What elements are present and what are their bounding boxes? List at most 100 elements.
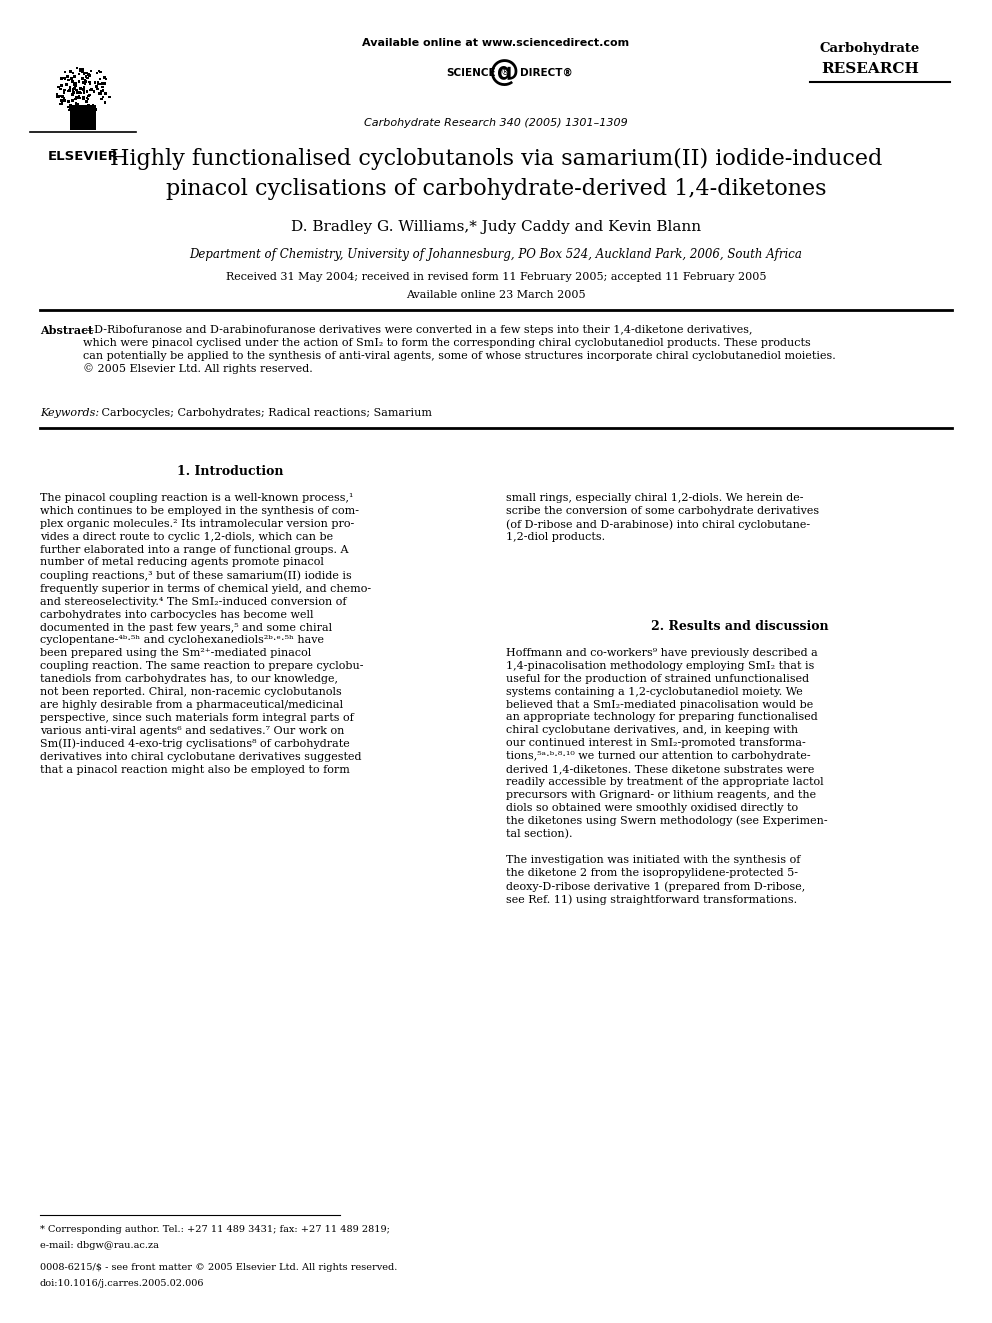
Bar — [79, 70, 81, 71]
Bar — [105, 78, 107, 81]
Bar — [103, 101, 106, 103]
Bar — [100, 91, 102, 94]
Bar — [98, 83, 101, 86]
Bar — [108, 95, 111, 98]
Bar — [71, 89, 74, 91]
Bar — [90, 70, 92, 73]
Text: —D-Ribofuranose and D-arabinofuranose derivatives were converted in a few steps : —D-Ribofuranose and D-arabinofuranose de… — [83, 325, 835, 374]
Bar — [68, 89, 70, 91]
Bar — [63, 99, 65, 102]
Bar — [102, 95, 104, 98]
Bar — [79, 91, 81, 94]
Text: Department of Chemistry, University of Johannesburg, PO Box 524, Auckland Park, : Department of Chemistry, University of J… — [189, 247, 803, 261]
Bar — [63, 89, 65, 91]
Bar — [100, 90, 102, 93]
Bar — [89, 89, 92, 91]
Bar — [87, 81, 90, 83]
Bar — [104, 93, 107, 94]
Bar — [81, 70, 84, 73]
Bar — [91, 105, 94, 107]
Bar — [65, 83, 67, 86]
Bar — [76, 108, 79, 111]
Bar — [86, 77, 88, 79]
Text: Available online at www.sciencedirect.com: Available online at www.sciencedirect.co… — [362, 38, 630, 48]
Bar — [60, 87, 62, 90]
Bar — [61, 85, 62, 87]
Text: small rings, especially chiral 1,2-diols. We herein de-
scribe the conversion of: small rings, especially chiral 1,2-diols… — [506, 493, 819, 542]
Bar — [60, 77, 62, 79]
Bar — [86, 106, 89, 108]
Bar — [85, 90, 88, 93]
Bar — [77, 95, 80, 97]
Text: 1. Introduction: 1. Introduction — [177, 464, 284, 478]
Bar — [103, 77, 106, 79]
Bar — [70, 77, 73, 79]
Text: 2. Results and discussion: 2. Results and discussion — [651, 620, 828, 632]
Bar — [81, 77, 83, 79]
Bar — [82, 82, 84, 83]
Bar — [78, 73, 80, 75]
Bar — [67, 108, 70, 111]
Bar — [69, 70, 71, 73]
Bar — [75, 97, 78, 99]
Text: Available online 23 March 2005: Available online 23 March 2005 — [406, 290, 586, 300]
Bar — [90, 89, 92, 90]
Bar — [76, 91, 78, 94]
Bar — [85, 71, 88, 74]
Bar — [82, 98, 84, 101]
Bar — [98, 70, 100, 73]
Bar — [72, 91, 74, 94]
Text: * Corresponding author. Tel.: +27 11 489 3431; fax: +27 11 489 2819;: * Corresponding author. Tel.: +27 11 489… — [40, 1225, 390, 1234]
Bar — [99, 93, 102, 95]
Bar — [86, 98, 89, 101]
Bar — [74, 82, 77, 85]
Bar — [83, 83, 86, 85]
Bar — [71, 81, 73, 82]
Bar — [68, 107, 71, 110]
Bar — [61, 99, 62, 102]
Bar — [68, 86, 71, 89]
Bar — [56, 93, 59, 95]
Bar — [62, 91, 65, 94]
Text: Hoffmann and co-workers⁹ have previously described a
1,4-pinacolisation methodol: Hoffmann and co-workers⁹ have previously… — [506, 648, 827, 905]
Text: The pinacol coupling reaction is a well-known process,¹
which continues to be em: The pinacol coupling reaction is a well-… — [40, 493, 371, 775]
Bar — [77, 103, 79, 106]
Bar — [84, 75, 87, 78]
Bar — [58, 86, 60, 89]
Bar — [83, 71, 85, 74]
Bar — [69, 103, 71, 106]
Bar — [87, 105, 89, 107]
Bar — [87, 105, 90, 107]
Text: Highly functionalised cyclobutanols via samarium(II) iodide-induced: Highly functionalised cyclobutanols via … — [110, 148, 882, 171]
Bar — [75, 66, 78, 69]
Bar — [101, 89, 104, 91]
Bar — [87, 106, 90, 108]
Bar — [67, 101, 69, 103]
Bar — [68, 106, 71, 108]
Bar — [63, 70, 66, 73]
Bar — [84, 79, 86, 82]
Text: Carbohydrate Research 340 (2005) 1301–1309: Carbohydrate Research 340 (2005) 1301–13… — [364, 118, 628, 128]
Bar — [73, 83, 75, 86]
Bar — [94, 81, 96, 83]
Bar — [94, 108, 97, 111]
Bar — [62, 90, 65, 93]
Bar — [66, 75, 68, 78]
Bar — [63, 78, 66, 79]
Bar — [92, 90, 95, 93]
Bar — [82, 108, 85, 111]
Bar — [58, 95, 60, 98]
Bar — [99, 70, 102, 73]
Bar — [73, 87, 76, 90]
Bar — [62, 97, 65, 99]
Bar — [71, 111, 74, 112]
Bar — [60, 103, 62, 106]
Text: Abstract: Abstract — [40, 325, 93, 336]
Bar — [96, 87, 98, 90]
Bar — [71, 71, 74, 74]
Text: Carbocycles; Carbohydrates; Radical reactions; Samarium: Carbocycles; Carbohydrates; Radical reac… — [98, 407, 432, 418]
Bar — [76, 105, 79, 107]
Bar — [101, 86, 104, 89]
Bar — [73, 75, 75, 78]
Bar — [74, 98, 76, 101]
